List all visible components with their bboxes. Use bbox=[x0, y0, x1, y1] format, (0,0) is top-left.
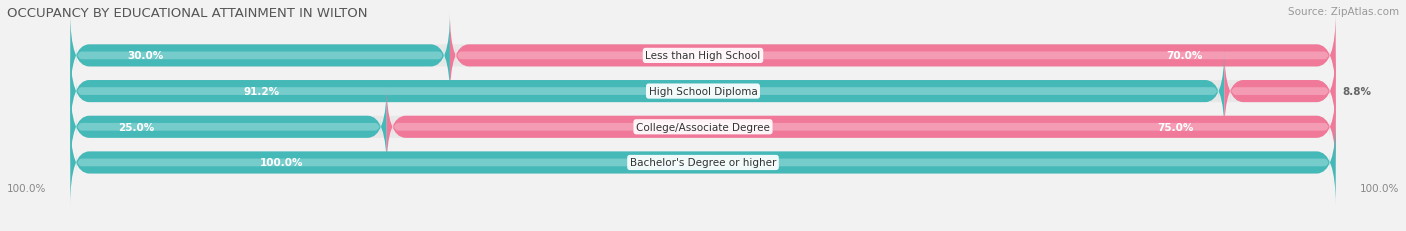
Text: Bachelor's Degree or higher: Bachelor's Degree or higher bbox=[630, 158, 776, 168]
FancyBboxPatch shape bbox=[70, 14, 450, 98]
Text: Less than High School: Less than High School bbox=[645, 51, 761, 61]
FancyBboxPatch shape bbox=[70, 85, 1336, 170]
Text: 8.8%: 8.8% bbox=[1343, 87, 1371, 97]
FancyBboxPatch shape bbox=[70, 121, 1336, 205]
Text: 91.2%: 91.2% bbox=[243, 87, 280, 97]
FancyBboxPatch shape bbox=[392, 115, 1330, 139]
FancyBboxPatch shape bbox=[450, 14, 1336, 98]
FancyBboxPatch shape bbox=[1230, 79, 1330, 104]
FancyBboxPatch shape bbox=[70, 121, 1336, 205]
Text: 100.0%: 100.0% bbox=[260, 158, 304, 168]
FancyBboxPatch shape bbox=[1225, 49, 1336, 134]
FancyBboxPatch shape bbox=[70, 49, 1336, 134]
Text: 100.0%: 100.0% bbox=[1360, 183, 1399, 193]
FancyBboxPatch shape bbox=[76, 44, 444, 68]
FancyBboxPatch shape bbox=[387, 85, 1336, 170]
Text: College/Associate Degree: College/Associate Degree bbox=[636, 122, 770, 132]
Text: 75.0%: 75.0% bbox=[1157, 122, 1194, 132]
FancyBboxPatch shape bbox=[76, 115, 381, 139]
FancyBboxPatch shape bbox=[70, 14, 1336, 98]
Text: OCCUPANCY BY EDUCATIONAL ATTAINMENT IN WILTON: OCCUPANCY BY EDUCATIONAL ATTAINMENT IN W… bbox=[7, 7, 367, 20]
Text: Source: ZipAtlas.com: Source: ZipAtlas.com bbox=[1288, 7, 1399, 17]
Text: 70.0%: 70.0% bbox=[1167, 51, 1202, 61]
FancyBboxPatch shape bbox=[76, 151, 1330, 175]
FancyBboxPatch shape bbox=[70, 49, 1225, 134]
FancyBboxPatch shape bbox=[456, 44, 1330, 68]
Text: 30.0%: 30.0% bbox=[127, 51, 163, 61]
Text: 100.0%: 100.0% bbox=[7, 183, 46, 193]
Text: 25.0%: 25.0% bbox=[118, 122, 155, 132]
FancyBboxPatch shape bbox=[76, 79, 1219, 104]
Text: High School Diploma: High School Diploma bbox=[648, 87, 758, 97]
FancyBboxPatch shape bbox=[70, 85, 387, 170]
